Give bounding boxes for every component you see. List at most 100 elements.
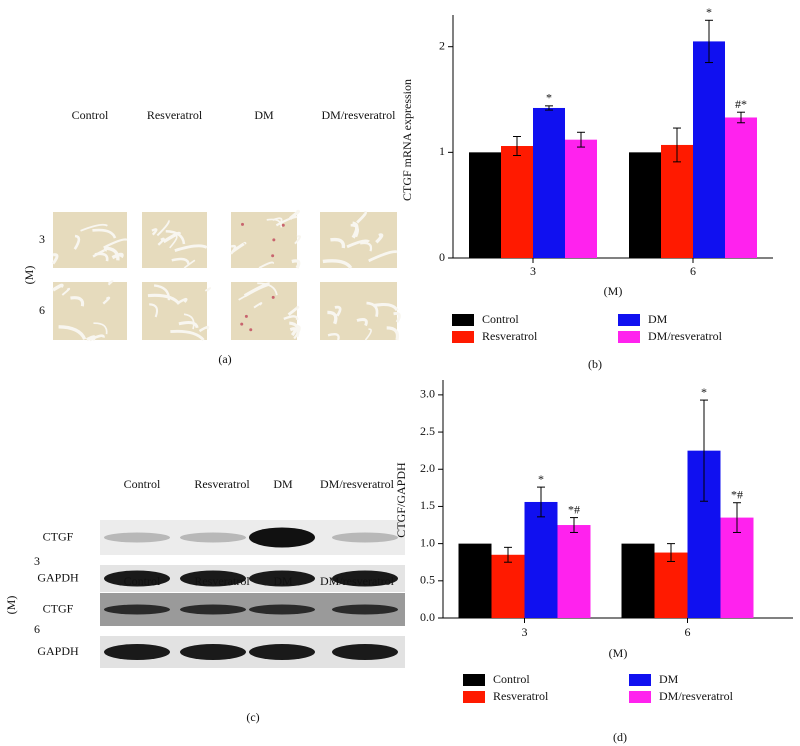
column-label: DM/resveratrol xyxy=(322,108,397,122)
panel-label: (d) xyxy=(613,730,627,744)
band xyxy=(249,527,315,548)
band xyxy=(249,570,315,587)
legend-label: DM/resveratrol xyxy=(648,329,723,343)
histology-image xyxy=(53,282,127,340)
bar xyxy=(458,543,492,618)
tissue-gap xyxy=(283,315,299,321)
axis-label: (M) xyxy=(22,266,36,285)
legend-swatch xyxy=(618,331,640,343)
significance-mark: * xyxy=(701,385,707,399)
legend-label: DM xyxy=(648,312,668,326)
tissue-gap xyxy=(103,246,120,261)
y-tick-label: 0 xyxy=(439,250,445,264)
band xyxy=(180,644,246,660)
error-bar xyxy=(513,136,521,157)
column-label: Resveratrol xyxy=(194,574,250,588)
bar xyxy=(565,139,597,258)
y-tick-label: 2 xyxy=(439,38,445,52)
tissue-gap xyxy=(257,282,278,296)
bar xyxy=(621,543,655,618)
column-label: DM xyxy=(273,477,293,491)
y-axis-title: CTGF mRNA expression xyxy=(400,79,414,201)
column-label: Resveratrol xyxy=(147,108,203,122)
tissue-gap xyxy=(61,287,71,296)
tissue-gap xyxy=(80,223,108,232)
legend-swatch xyxy=(463,691,485,703)
column-label: Control xyxy=(124,477,161,491)
column-label: DM xyxy=(273,574,293,588)
significance-mark: *# xyxy=(731,487,743,501)
column-label: DM/resveratrol xyxy=(320,477,395,491)
tissue-gap xyxy=(198,325,210,333)
column-label: Control xyxy=(72,108,109,122)
y-tick-label: 2.5 xyxy=(420,424,435,438)
x-tick-label: 3 xyxy=(522,625,528,639)
tissue-gap xyxy=(356,210,368,224)
stain-dot xyxy=(271,295,275,299)
tissue-gap xyxy=(149,303,159,318)
tissue-gap xyxy=(288,209,300,220)
significance-mark: * xyxy=(546,91,552,105)
tissue-gap xyxy=(372,302,399,312)
histology-image xyxy=(320,282,397,340)
tissue-gap xyxy=(93,322,108,335)
panel-label: (c) xyxy=(246,710,259,724)
error-bar xyxy=(737,111,745,124)
row-label: 3 xyxy=(34,554,40,568)
tissue-gap xyxy=(386,326,400,341)
band xyxy=(180,604,246,615)
tissue-gap xyxy=(94,252,109,262)
legend-label: DM xyxy=(659,672,679,686)
legend-swatch xyxy=(629,674,651,686)
bar xyxy=(501,146,533,258)
legend-swatch xyxy=(618,314,640,326)
tissue-gap xyxy=(351,221,359,239)
tissue-gap xyxy=(111,252,124,260)
bar xyxy=(557,525,591,618)
legend-label: DM/resveratrol xyxy=(659,689,734,703)
significance-mark: *# xyxy=(568,502,580,516)
tissue-gap xyxy=(231,241,247,253)
x-tick-label: 6 xyxy=(690,264,696,278)
y-tick-label: 0.5 xyxy=(420,573,435,587)
tissue-gap xyxy=(151,228,158,236)
stain-dot xyxy=(241,222,245,226)
legend-label: Resveratrol xyxy=(493,689,549,703)
tissue-gap xyxy=(171,257,190,265)
significance-mark: #* xyxy=(735,97,747,111)
tissue-gap xyxy=(266,218,283,228)
tissue-gap xyxy=(287,305,300,316)
row-label: 3 xyxy=(39,232,45,246)
tissue-gap xyxy=(51,253,59,265)
tissue-gap xyxy=(147,293,181,305)
axis-label: (M) xyxy=(4,596,18,615)
band-label: GAPDH xyxy=(37,644,79,658)
band xyxy=(104,532,170,543)
tissue-gap xyxy=(174,244,208,252)
legend-label: Resveratrol xyxy=(482,329,538,343)
tissue-gap xyxy=(178,297,188,304)
bar xyxy=(533,107,565,259)
legend-swatch xyxy=(452,331,474,343)
tissue-gap xyxy=(368,250,398,263)
histology-image xyxy=(53,212,127,268)
tissue-gap xyxy=(52,283,64,292)
band xyxy=(180,532,246,543)
column-label: Resveratrol xyxy=(194,477,250,491)
tissue-gap xyxy=(178,321,199,329)
tissue-gap xyxy=(393,312,401,323)
tissue-gap xyxy=(170,329,205,341)
tissue-gap xyxy=(107,280,114,286)
legend-swatch xyxy=(629,691,651,703)
legend-swatch xyxy=(452,314,474,326)
x-axis-title: (M) xyxy=(609,646,628,660)
panel-label: (a) xyxy=(218,352,231,366)
tissue-gap xyxy=(334,305,342,317)
error-bar xyxy=(577,131,585,148)
bar xyxy=(661,144,693,258)
legend-label: Control xyxy=(482,312,519,326)
tissue-gap xyxy=(86,335,96,341)
bar xyxy=(720,517,754,618)
tissue-gap xyxy=(375,233,384,244)
